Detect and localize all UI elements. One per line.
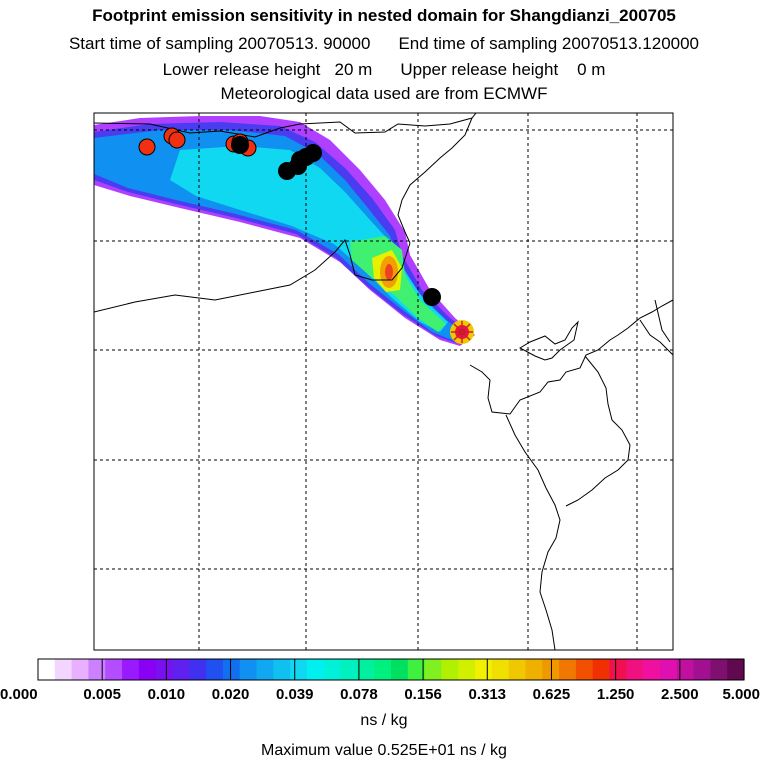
colorbar-units: ns / kg [360, 712, 408, 729]
colorbar-tick-label: 0.078 [340, 686, 378, 703]
colorbar-swatch [525, 659, 543, 680]
colorbar-swatch [592, 659, 611, 680]
colorbar-labels: 0.000 0.005 0.010 0.020 0.039 0.078 0.156 0.313… [0, 686, 760, 703]
colorbar-swatch [256, 659, 274, 680]
border-north [94, 113, 477, 138]
colorbar-tick-label: 0.005 [83, 686, 121, 703]
colorbar-swatch [626, 659, 644, 680]
receptor-star-icon [451, 321, 473, 343]
black-marker [423, 288, 441, 306]
page-title: Footprint emission sensitivity in nested… [92, 6, 676, 25]
graticule [94, 113, 673, 650]
coast-china [469, 299, 673, 415]
colorbar-swatch [693, 659, 711, 680]
black-marker [304, 144, 322, 162]
colorbar-swatch [105, 659, 123, 680]
colorbar-swatch [88, 659, 106, 680]
colorbar-tick-label: 2.500 [661, 686, 699, 703]
colorbar-swatch [491, 659, 510, 680]
colorbar-swatch [559, 659, 577, 680]
colorbar-swatch [676, 659, 695, 680]
colorbar-swatch [189, 659, 207, 680]
colorbar-tick-label: 0.156 [404, 686, 442, 703]
met-data-label: Meteorological data used are from ECMWF [220, 84, 548, 103]
colorbar-swatch [374, 659, 392, 680]
colorbar-swatch [290, 659, 308, 680]
colorbar-swatch [508, 659, 527, 680]
coast-south [505, 414, 561, 650]
colorbar-swatch [54, 659, 73, 680]
max-value-label: Maximum value 0.525E+01 ns / kg [261, 742, 507, 759]
particle-markers [138, 127, 441, 306]
start-time-label: Start time of sampling 20070513. 90000 [68, 34, 371, 53]
colorbar-swatch [609, 659, 627, 680]
colorbar-swatch [323, 659, 342, 680]
plume-cyan [170, 146, 448, 332]
colorbar-tick-label: 0.313 [468, 686, 506, 703]
release-heights: Lower release height 20 m Upper release h… [0, 60, 768, 80]
colorbar-swatch [659, 659, 678, 680]
colorbar-tick-label: 0.000 [0, 686, 38, 703]
coast-east-small [654, 299, 671, 343]
colorbar-tick-label: 5.000 [722, 686, 760, 703]
colorbar-swatch [643, 659, 661, 680]
colorbar-swatch [575, 659, 594, 680]
black-marker [231, 136, 249, 154]
colorbar-swatch [340, 659, 358, 680]
colorbar-swatch [138, 659, 157, 680]
colorbar-swatch [407, 659, 426, 680]
colorbar-swatch [155, 659, 174, 680]
colorbar-swatch [122, 659, 140, 680]
colorbar-tick-label: 0.625 [533, 686, 571, 703]
colorbar-swatch [458, 659, 476, 680]
colorbar-swatch [357, 659, 375, 680]
colorbar-swatch [727, 659, 745, 680]
colorbar-swatch [206, 659, 224, 680]
colorbar-swatch [424, 659, 443, 680]
colorbar-swatch [306, 659, 325, 680]
colorbar-swatch [475, 659, 493, 680]
colorbar-swatch [273, 659, 291, 680]
sampling-times: Start time of sampling 20070513. 90000 En… [0, 34, 768, 54]
colorbar-tick-label: 0.010 [148, 686, 186, 703]
colorbar-swatch [38, 659, 56, 680]
colorbar-tick-label: 0.039 [276, 686, 314, 703]
map-frame [93, 112, 674, 651]
end-time-label: End time of sampling 20070513.120000 [398, 34, 700, 53]
colorbar-swatch [391, 659, 409, 680]
colorbar-swatch [710, 659, 728, 680]
coast-island [639, 319, 673, 356]
colorbar-tick-label: 0.020 [212, 686, 250, 703]
red-marker [168, 131, 186, 149]
colorbar-swatch [71, 659, 90, 680]
colorbar-swatch [239, 659, 258, 680]
plume-layer [94, 116, 475, 346]
colorbar-tick-label: 1.250 [597, 686, 635, 703]
coast-peninsula [565, 355, 631, 507]
coast-korea [518, 320, 579, 361]
border-lower [94, 238, 411, 313]
plume-core-red [385, 264, 393, 280]
colorbar-swatches [38, 659, 745, 680]
colorbar-swatch [441, 659, 459, 680]
upper-release-label: Upper release height 0 m [400, 60, 606, 79]
border-east-top [397, 117, 473, 244]
colorbar-ticks [37, 659, 745, 680]
lower-release-label: Lower release height 20 m [162, 60, 373, 79]
colorbar-swatch [172, 659, 190, 680]
red-marker [138, 138, 156, 156]
colorbar-swatch [222, 659, 241, 680]
coastlines [94, 113, 673, 650]
